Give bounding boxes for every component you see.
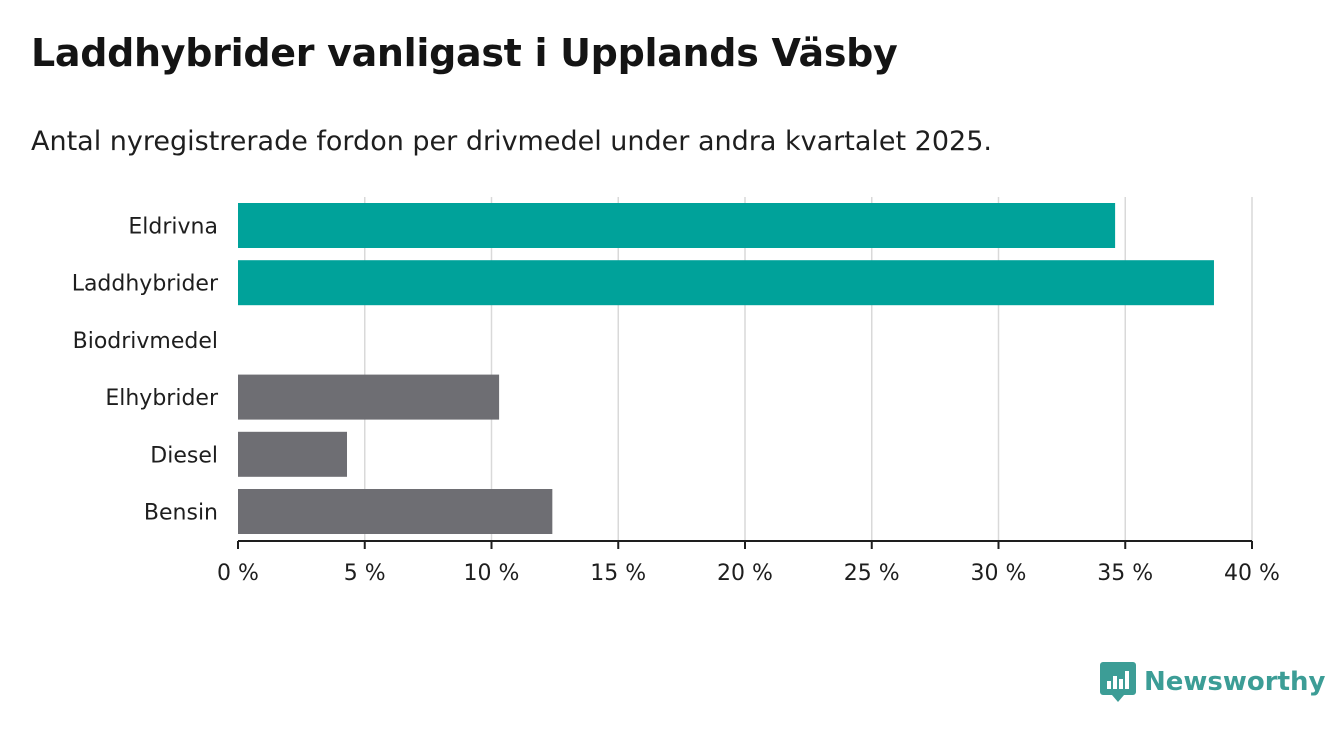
category-label: Laddhybrider bbox=[72, 272, 219, 297]
chart-subtitle: Antal nyregistrerade fordon per drivmede… bbox=[31, 126, 992, 157]
bar bbox=[238, 431, 348, 477]
bar bbox=[238, 203, 1116, 248]
chart-title: Laddhybrider vanligast i Upplands Väsby bbox=[31, 31, 898, 75]
x-tick-label: 30 % bbox=[971, 561, 1027, 586]
x-tick-label: 25 % bbox=[844, 561, 900, 586]
brand-name: Newsworthy bbox=[1144, 667, 1326, 697]
x-axis: 0 % 5 % 10 % 15 % 20 % 25 % 30 % 35 % 40 % bbox=[217, 540, 1280, 586]
category-label: Biodrivmedel bbox=[73, 329, 218, 354]
grid-lines bbox=[364, 197, 1253, 541]
x-tick-label: 20 % bbox=[717, 561, 773, 586]
newsworthy-logo-icon bbox=[1100, 662, 1136, 702]
category-label: Eldrivna bbox=[128, 215, 218, 240]
bars bbox=[238, 203, 1214, 534]
category-labels: Eldrivna Laddhybrider Biodrivmedel Elhybrid… bbox=[72, 215, 219, 526]
brand-logo: Newsworthy bbox=[1100, 660, 1325, 704]
bar bbox=[238, 374, 500, 420]
x-tick-label: 40 % bbox=[1224, 561, 1280, 586]
category-label: Diesel bbox=[150, 443, 218, 468]
bar-chart: 0 % 5 % 10 % 15 % 20 % 25 % 30 % 35 % 40 % Eldri… bbox=[72, 197, 1280, 586]
x-tick-label: 15 % bbox=[590, 561, 646, 586]
category-label: Bensin bbox=[144, 501, 218, 526]
bar bbox=[238, 489, 553, 534]
x-tick-label: 5 % bbox=[344, 561, 386, 586]
x-tick-label: 0 % bbox=[217, 561, 259, 586]
x-tick-label: 35 % bbox=[1097, 561, 1153, 586]
category-label: Elhybrider bbox=[105, 386, 219, 411]
bar bbox=[238, 260, 1214, 306]
x-tick-label: 10 % bbox=[464, 561, 520, 586]
